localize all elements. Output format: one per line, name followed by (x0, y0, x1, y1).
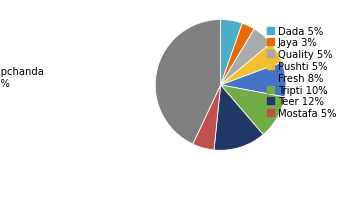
Wedge shape (220, 44, 282, 85)
Wedge shape (220, 85, 285, 135)
Wedge shape (193, 85, 220, 150)
Wedge shape (214, 85, 263, 151)
Wedge shape (220, 63, 286, 97)
Legend: Rupchanda
40%: Rupchanda 40% (0, 67, 44, 88)
Wedge shape (220, 24, 254, 85)
Wedge shape (220, 20, 242, 85)
Wedge shape (220, 30, 271, 85)
Wedge shape (155, 20, 220, 144)
